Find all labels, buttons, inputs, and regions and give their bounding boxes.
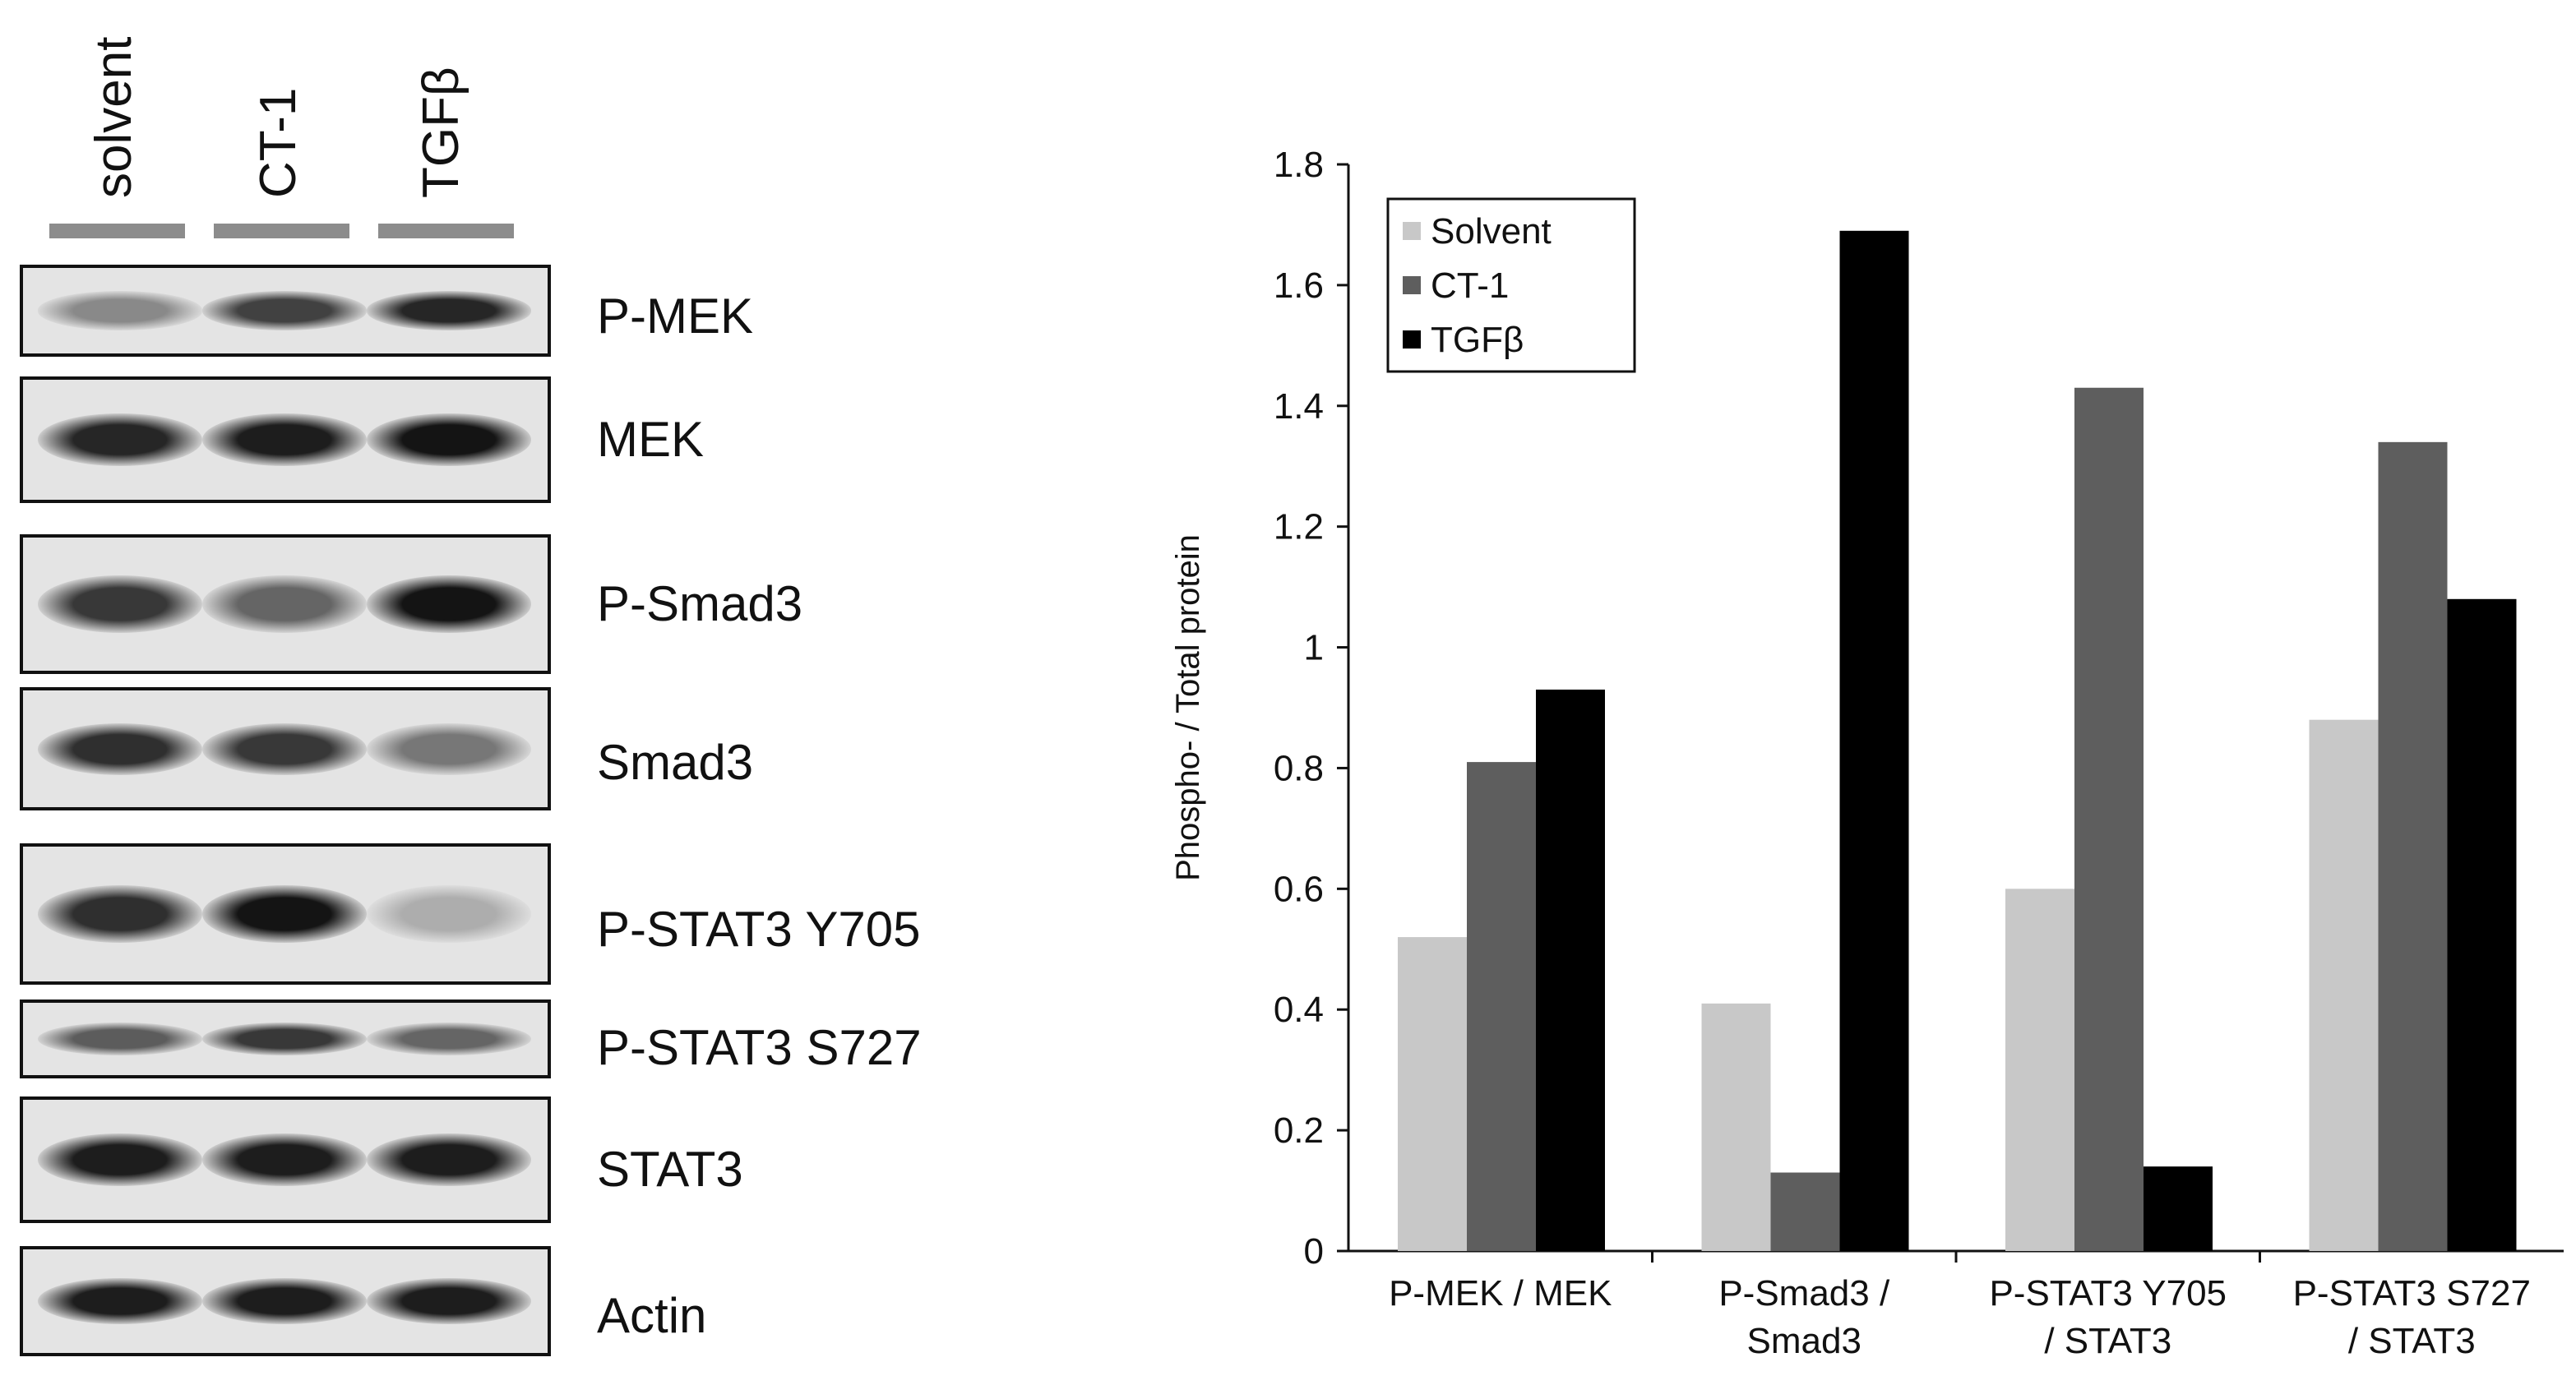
strip-label-2: P-Smad3 <box>597 576 803 631</box>
band-lane-1 <box>202 291 367 330</box>
bar-tgf-3 <box>2447 598 2517 1251</box>
band-lane-2 <box>367 413 531 467</box>
y-tick-label: 1.8 <box>1274 145 1324 185</box>
bar-ct1-0 <box>1467 762 1536 1251</box>
y-tick-label: 0.2 <box>1274 1110 1324 1151</box>
y-tick-label: 0 <box>1304 1231 1324 1272</box>
band-lane-2 <box>367 1022 531 1056</box>
band-lane-0 <box>38 1022 202 1056</box>
band-lane-2 <box>367 575 531 633</box>
band-lane-1 <box>202 885 367 943</box>
bar-ct1-1 <box>1770 1172 1840 1251</box>
y-tick-label: 1.4 <box>1274 386 1324 427</box>
legend-box <box>1386 197 1636 373</box>
lane-bar-0 <box>49 224 185 238</box>
y-tick-label: 1.2 <box>1274 507 1324 547</box>
blot-strip-smad3 <box>20 687 551 810</box>
band-lane-1 <box>202 723 367 775</box>
legend-swatch-1 <box>1403 276 1421 294</box>
band-lane-2 <box>367 1277 531 1325</box>
band-lane-0 <box>38 1133 202 1187</box>
blot-strip-actin <box>20 1246 551 1356</box>
blot-strip-stat3 <box>20 1096 551 1223</box>
strip-label-5: P-STAT3 S727 <box>597 1020 922 1075</box>
x-category-label: / STAT3 <box>2044 1321 2171 1361</box>
bar-solvent-1 <box>1701 1003 1771 1251</box>
bar-chart: 0 0.2 0.4 0.6 0.8 1 1.2 1.4 1.6 1.8 Phospho- / Tot… <box>1170 145 2564 1361</box>
bar-tgf-2 <box>2144 1166 2213 1251</box>
band-lane-1 <box>202 1022 367 1056</box>
band-lane-2 <box>367 291 531 330</box>
legend-label-0: Solvent <box>1431 211 1552 252</box>
western-blot-panel: solvent CT-1 TGFβ P-MEK MEK P-Smad3 Smad3 P-STA… <box>0 0 1036 1385</box>
band-lane-0 <box>38 575 202 633</box>
bar-solvent-3 <box>2309 719 2379 1251</box>
bar-solvent-0 <box>1398 937 1467 1251</box>
x-category-label: P-MEK / MEK <box>1389 1273 1612 1313</box>
band-lane-2 <box>367 885 531 943</box>
band-lane-1 <box>202 575 367 633</box>
band-lane-0 <box>38 1277 202 1325</box>
x-category-label: P-STAT3 Y705 <box>1989 1273 2227 1313</box>
lane-bar-1 <box>214 224 349 238</box>
x-category-label: P-Smad3 / <box>1718 1273 1890 1313</box>
blot-strip-p-smad3 <box>20 534 551 674</box>
lane-bar-2 <box>378 224 514 238</box>
strip-label-6: STAT3 <box>597 1142 743 1197</box>
blot-strip-p-mek <box>20 265 551 357</box>
bar-solvent-2 <box>2005 889 2074 1251</box>
y-tick-label: 0.4 <box>1274 990 1324 1030</box>
y-axis-label: Phospho- / Total protein <box>1170 534 1206 881</box>
legend-label-1: CT-1 <box>1431 265 1509 306</box>
lane-label-1: CT-1 <box>250 87 307 198</box>
blot-strip-mek <box>20 376 551 503</box>
x-category-label: / STAT3 <box>2348 1321 2476 1361</box>
strip-label-3: Smad3 <box>597 735 754 790</box>
band-lane-2 <box>367 1133 531 1187</box>
bar-tgf-1 <box>1839 230 1909 1252</box>
bar-tgf-0 <box>1536 689 1605 1251</box>
band-lane-2 <box>367 723 531 775</box>
strip-label-0: P-MEK <box>597 289 754 344</box>
band-lane-0 <box>38 413 202 467</box>
bar-ct1-2 <box>2074 387 2144 1252</box>
strip-label-4: P-STAT3 Y705 <box>597 902 921 957</box>
x-category-label: Smad3 <box>1747 1321 1861 1361</box>
lane-label-0: solvent <box>86 36 142 198</box>
y-tick-label: 0.6 <box>1274 869 1324 909</box>
y-tick-label: 1 <box>1304 628 1324 668</box>
strip-label-7: Actin <box>597 1288 707 1343</box>
blot-strip-p-stat3-s727 <box>20 1000 551 1078</box>
legend-swatch-0 <box>1403 222 1421 240</box>
y-tick-label: 1.6 <box>1274 265 1324 306</box>
x-category-label: P-STAT3 S727 <box>2293 1273 2531 1313</box>
band-lane-0 <box>38 723 202 775</box>
band-lane-0 <box>38 885 202 943</box>
bar-chart-panel: 0 0.2 0.4 0.6 0.8 1 1.2 1.4 1.6 1.8 Phospho- / Tot… <box>1151 123 2576 1385</box>
band-lane-0 <box>38 291 202 330</box>
band-lane-1 <box>202 1133 367 1187</box>
blot-strip-p-stat3-y705 <box>20 843 551 985</box>
legend-label-2: TGFβ <box>1431 320 1524 360</box>
strip-label-1: MEK <box>597 412 705 467</box>
y-tick-label: 0.8 <box>1274 748 1324 788</box>
band-lane-1 <box>202 1277 367 1325</box>
lane-label-2: TGFβ <box>413 67 469 198</box>
bar-ct1-3 <box>2378 441 2448 1251</box>
legend-swatch-2 <box>1403 330 1421 349</box>
band-lane-1 <box>202 413 367 467</box>
